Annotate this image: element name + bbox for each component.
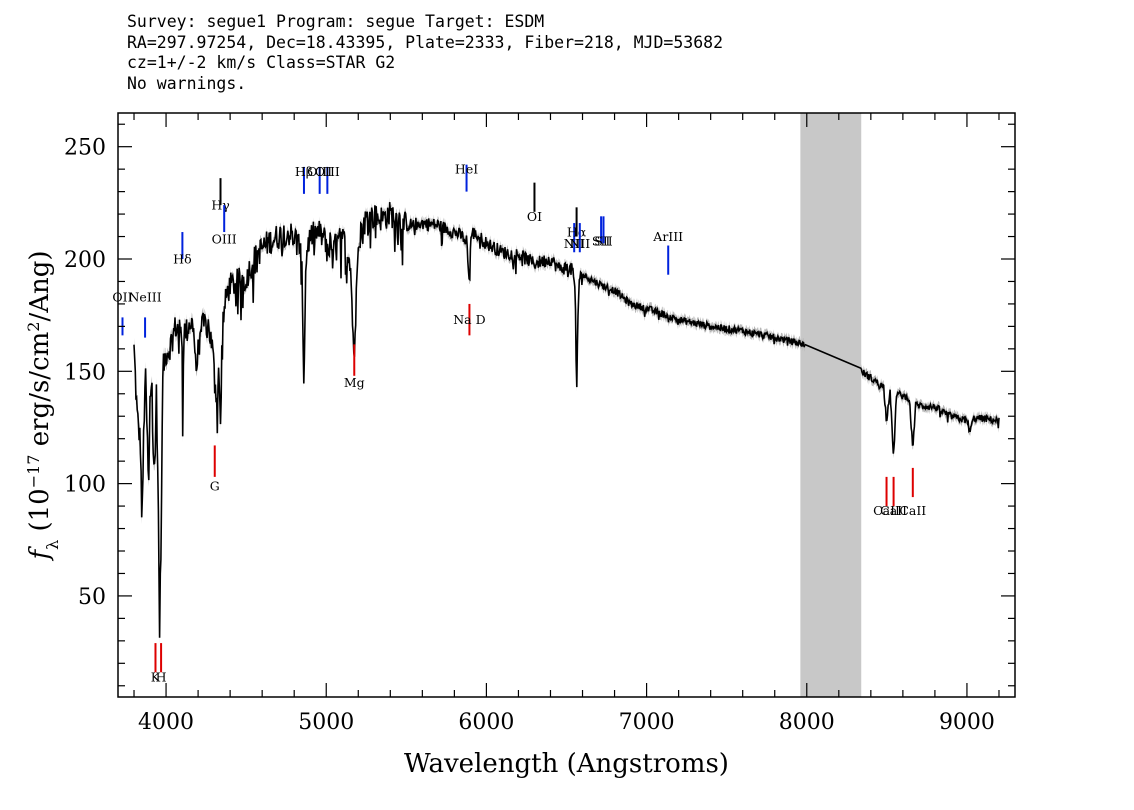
x-axis-title: Wavelength (Angstroms) bbox=[404, 749, 729, 779]
spectrum-header: Survey: segue1 Program: segue Target: ES… bbox=[127, 12, 723, 94]
x-tick-label-7000: 7000 bbox=[619, 710, 675, 735]
error-band-2 bbox=[861, 363, 999, 459]
x-tick-label-6000: 6000 bbox=[458, 710, 514, 735]
line-label-caii-21: CaII bbox=[873, 503, 900, 518]
y-tick-label-150: 150 bbox=[64, 360, 106, 385]
plot-frame bbox=[117, 112, 1016, 698]
line-label-na-d-20: Na D bbox=[453, 312, 485, 327]
y-axis-title: fλ (10−17 erg/s/cm2/Ang) bbox=[24, 250, 62, 561]
y-tick-label-200: 200 bbox=[64, 248, 106, 273]
line-label-oiii-4: OIII bbox=[212, 231, 237, 246]
line-label-hei-8: HeI bbox=[455, 162, 478, 177]
spectrum-layer bbox=[133, 202, 1000, 638]
line-label-caii-23: CaII bbox=[899, 503, 926, 518]
line-label-oiii-7: OIII bbox=[315, 164, 340, 179]
x-tick-label-5000: 5000 bbox=[298, 710, 354, 735]
y-tick-label-50: 50 bbox=[78, 585, 106, 610]
line-label-g-18: G bbox=[210, 478, 220, 493]
spectrum-line-1 bbox=[133, 202, 806, 638]
line-label-hα-11: Hα bbox=[567, 225, 587, 240]
line-label-neiii-1: NeIII bbox=[128, 290, 161, 305]
x-tick-label-9000: 9000 bbox=[939, 710, 995, 735]
line-label-ariii-15: ArIII bbox=[652, 229, 683, 244]
spectrum-mask-bridge bbox=[804, 343, 862, 370]
line-label-caii-22: CaII bbox=[880, 503, 907, 518]
header-redshift-line: cz=1+/-2 km/s Class=STAR G2 bbox=[127, 53, 396, 72]
header-survey-line: Survey: segue1 Program: segue Target: ES… bbox=[127, 12, 545, 31]
masked-region bbox=[800, 113, 862, 697]
line-label-k-16: K bbox=[151, 669, 161, 684]
header-coordinates-line: RA=297.97254, Dec=18.43395, Plate=2333, … bbox=[127, 32, 724, 52]
line-label-h-17: H bbox=[156, 669, 167, 684]
line-label-oiii-6: OIII bbox=[307, 164, 332, 179]
x-tick-label-8000: 8000 bbox=[779, 710, 835, 735]
y-tick-label-250: 250 bbox=[64, 136, 106, 161]
line-label-oi-9: OI bbox=[527, 209, 542, 224]
line-label-hβ-5: Hβ bbox=[295, 164, 313, 179]
line-label-sii-13: SII bbox=[592, 234, 611, 249]
masked-region-layer bbox=[800, 113, 862, 697]
axes-layer: 4000 5000 6000 7000 8000 9000 50 100 150 200 250 bbox=[64, 112, 1016, 735]
line-label-nii-12: NII bbox=[569, 236, 590, 251]
line-label-hγ-3: Hγ bbox=[211, 198, 229, 213]
spectrum-line-2 bbox=[860, 368, 1000, 454]
line-label-hδ-2: Hδ bbox=[173, 251, 191, 266]
header-warnings-line: No warnings. bbox=[127, 73, 247, 93]
line-label-sii-14: SII bbox=[594, 234, 613, 249]
x-tick-label-4000: 4000 bbox=[138, 710, 194, 735]
y-tick-label-100: 100 bbox=[64, 473, 106, 498]
line-label-mg-19: Mg bbox=[344, 375, 365, 390]
